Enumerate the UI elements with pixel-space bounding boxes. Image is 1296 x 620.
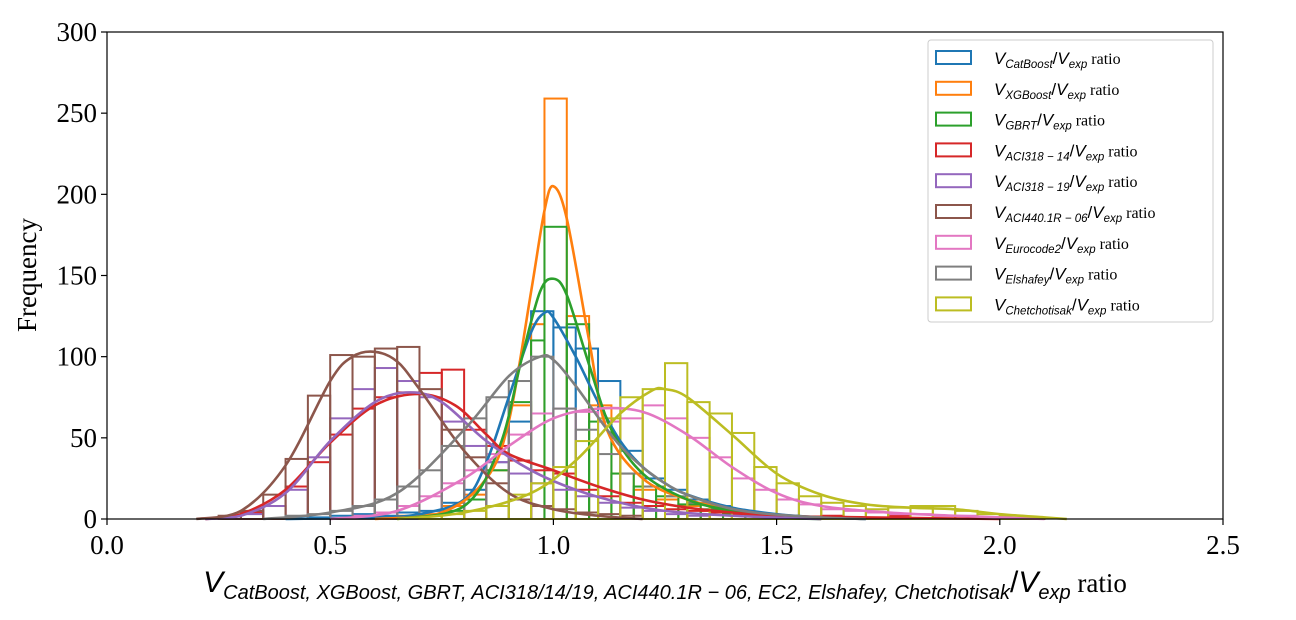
histogram-bar (351, 407, 376, 520)
legend-entry: VChetchotisak/Vexp ratio (935, 295, 1140, 317)
histogram-bar (543, 97, 568, 520)
legend-label: VGBRT/Vexp ratio (994, 111, 1105, 133)
legend-label: VACI440.1R − 06/Vexp ratio (994, 203, 1155, 225)
legend-entry: VGBRT/Vexp ratio (935, 111, 1105, 133)
y-tick-label: 50 (70, 423, 97, 453)
legend-swatch (935, 173, 972, 189)
legend-entry: VXGBoost/Vexp ratio (935, 80, 1119, 102)
y-tick-label: 150 (57, 261, 98, 291)
legend-label: VXGBoost/Vexp ratio (994, 80, 1119, 102)
legend-box (927, 39, 1214, 323)
y-tick-label: 100 (57, 342, 98, 372)
legend-swatch (935, 50, 972, 65)
legend: VCatBoost/Vexp ratio VXGBoost/Vexp ratio V… (927, 39, 1214, 323)
histogram-bar (485, 453, 510, 521)
legend-entry: VACI440.1R − 06/Vexp ratio (935, 203, 1155, 225)
legend-swatch (935, 265, 972, 281)
histogram-bar (396, 391, 421, 521)
histogram-bar (530, 355, 555, 521)
legend-label: VCatBoost/Vexp ratio (994, 49, 1121, 71)
histogram-bar (351, 355, 376, 521)
kde-line-series-5 (196, 350, 643, 521)
x-tick-label: 0.0 (90, 530, 124, 560)
y-tick-label: 250 (57, 98, 98, 128)
x-tick-label: 2.5 (1206, 530, 1240, 560)
legend-label: VElshafey/Vexp ratio (994, 265, 1117, 287)
histogram-bar (530, 482, 555, 521)
legend-entry: VACI318 − 14/Vexp ratio (935, 141, 1138, 163)
legend-entry: VCatBoost/Vexp ratio (935, 49, 1121, 71)
legend-label: VACI318 − 19/Vexp ratio (994, 172, 1138, 194)
histogram-bar (641, 509, 666, 521)
legend-swatch (935, 234, 972, 250)
x-tick-label: 1.0 (537, 530, 571, 560)
histogram-bar (440, 368, 466, 520)
x-tick-label: 2.0 (983, 530, 1017, 560)
legend-swatch (935, 296, 972, 312)
histogram-bar (306, 456, 332, 520)
histogram-bar (507, 420, 533, 521)
histogram-bar (306, 461, 332, 520)
kde-line-series-2 (396, 277, 822, 521)
histogram-bar (329, 433, 354, 520)
y-axis-label: Frequency (12, 218, 42, 332)
x-tick-label: 1.5 (760, 530, 794, 560)
legend-label: VEurocode2/Vexp ratio (994, 234, 1129, 256)
y-tick-label: 300 (57, 17, 98, 47)
kde-line-series-8 (397, 386, 1067, 521)
legend-swatch (935, 142, 972, 158)
x-axis-label: VCatBoost, XGBoost, GBRT, ACI318/14/19, … (203, 566, 1127, 604)
legend-swatch (935, 80, 972, 96)
histogram-bar (574, 410, 600, 520)
histogram-bar (485, 482, 510, 521)
histogram-bar (530, 469, 555, 520)
x-tick-label: 0.5 (313, 530, 347, 560)
legend-label: VChetchotisak/Vexp ratio (994, 295, 1140, 317)
legend-swatch (935, 204, 972, 219)
histogram-bar (574, 428, 600, 520)
histogram-bar (373, 347, 399, 520)
legend-swatch (935, 111, 972, 127)
kde-line-series-7 (263, 353, 866, 521)
legend-label: VACI318 − 14/Vexp ratio (994, 141, 1138, 163)
y-tick-label: 0 (84, 504, 98, 534)
histogram-bar (463, 428, 488, 520)
histogram-bar (632, 488, 658, 520)
axes: 0.0 0.5 1.0 1.5 2.0 2.5 0 50 100 150 200 250 300 (57, 17, 1240, 560)
histogram-bar (507, 433, 533, 520)
legend-entry: VEurocode2/Vexp ratio (935, 234, 1129, 256)
histogram-bar (530, 482, 555, 521)
histogram-bar (396, 380, 421, 520)
y-tick-label: 200 (57, 179, 98, 209)
legend-entry: VElshafey/Vexp ratio (935, 265, 1117, 287)
series-7-bars (284, 355, 800, 521)
kde-line-series-6 (330, 406, 1045, 521)
histogram-bar (552, 488, 577, 520)
legend-entry: VACI318 − 19/Vexp ratio (935, 172, 1138, 194)
